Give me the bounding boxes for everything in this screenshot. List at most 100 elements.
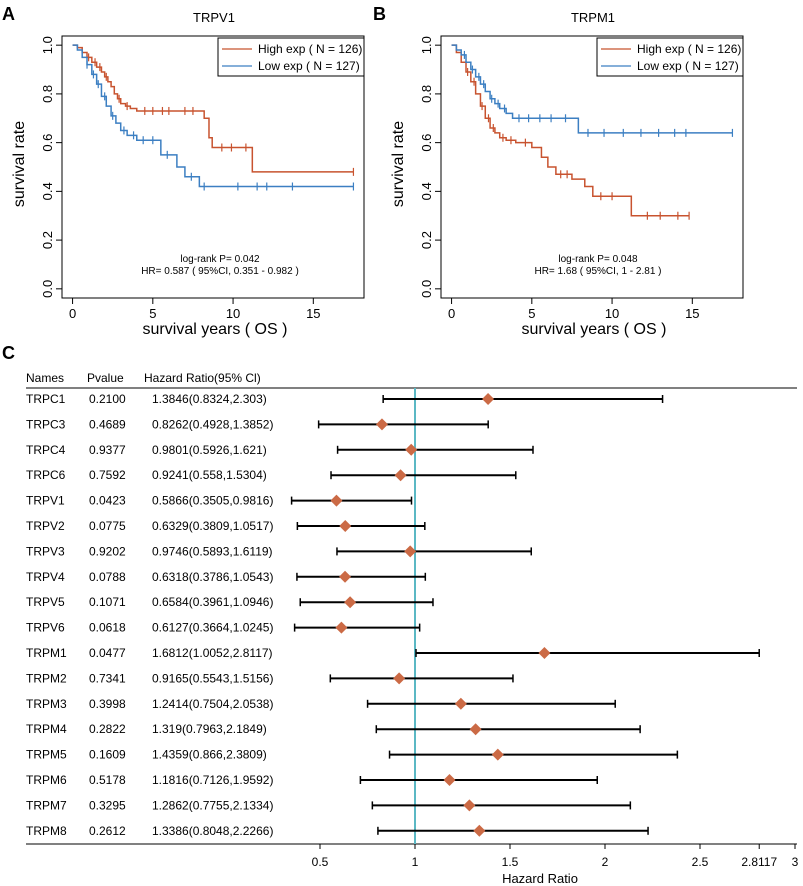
- row-name: TRPM1: [26, 646, 67, 660]
- row-hr-label: 0.9165(0.5543,1.5156): [152, 671, 273, 685]
- hr-diamond: [339, 520, 352, 532]
- forest-x-tick-label: 1: [412, 855, 419, 869]
- row-hr-label: 1.319(0.7963,2.1849): [152, 722, 267, 736]
- forest-x-tick-label: 2.8117: [741, 855, 777, 869]
- row-hr-label: 1.2414(0.7504,2.0538): [152, 697, 273, 711]
- y-tick-label: 0.2: [419, 231, 434, 249]
- row-name: TRPC3: [26, 417, 66, 431]
- row-hr-label: 1.3846(0.8324,2.303): [152, 392, 267, 406]
- forest-row: TRPC3 0.4689 0.8262(0.4928,1.3852): [26, 417, 489, 431]
- hr-diamond: [330, 494, 343, 507]
- hr-diamond: [463, 799, 476, 812]
- hr-diamond: [469, 723, 482, 736]
- forest-row: TRPM8 0.2612 1.3386(0.8048,2.2266): [26, 824, 649, 838]
- row-name: TRPC6: [26, 468, 66, 482]
- row-name: TRPM7: [26, 798, 67, 812]
- forest-row: TRPM1 0.0477 1.6812(1.0052,2.8117): [26, 646, 760, 660]
- forest-row: TRPM3 0.3998 1.2414(0.7504,2.0538): [26, 697, 616, 711]
- hr-diamond: [482, 393, 495, 405]
- panel-b-title: TRPM1: [571, 10, 615, 25]
- panel-a-ylabel: survival rate: [11, 121, 28, 207]
- forest-x-tick-label: 2.5: [692, 855, 709, 869]
- forest-xlabel: Hazard Ratio: [502, 871, 578, 886]
- panel-a-logrank: log-rank P= 0.042: [180, 254, 260, 265]
- panel-a-curves: [72, 44, 355, 191]
- row-pvalue: 0.0477: [89, 646, 126, 660]
- forest-row: TRPV4 0.0788 0.6318(0.3786,1.0543): [26, 570, 427, 584]
- y-tick-label: 0.8: [40, 85, 55, 103]
- row-pvalue: 0.1071: [89, 595, 126, 609]
- panel-a-legend-high: High exp ( N = 126): [258, 42, 362, 56]
- x-tick-label: 5: [149, 306, 156, 321]
- panel-a-hr: HR= 0.587 ( 95%CI, 0.351 - 0.982 ): [141, 266, 299, 277]
- forest-row: TRPM5 0.1609 1.4359(0.866,2.3809): [26, 748, 679, 762]
- panel-a-axes: 0 5 10 15 0.0 0.2 0.4 0.6 0.8 1.0: [40, 36, 321, 321]
- panel-b-legend-box: [596, 37, 744, 77]
- row-pvalue: 0.2612: [89, 824, 126, 838]
- row-name: TRPM8: [26, 824, 67, 838]
- y-tick-label: 1.0: [419, 36, 434, 54]
- forest-rows: TRPC1 0.2100 1.3846(0.8324,2.303) TRPC3 0.46…: [26, 388, 760, 844]
- row-name: TRPV6: [26, 621, 65, 635]
- forest-row: TRPC1 0.2100 1.3846(0.8324,2.303): [26, 392, 664, 406]
- panel-a-legend-box: [217, 37, 365, 77]
- row-pvalue: 0.9377: [89, 443, 126, 457]
- row-pvalue: 0.3998: [89, 697, 126, 711]
- y-tick-label: 0.2: [40, 231, 55, 249]
- row-name: TRPV1: [26, 494, 65, 508]
- row-hr-label: 0.9746(0.5893,1.6119): [152, 544, 273, 558]
- row-name: TRPM5: [26, 748, 67, 762]
- row-hr-label: 0.6318(0.3786,1.0543): [152, 570, 273, 584]
- row-pvalue: 0.0775: [89, 519, 126, 533]
- row-pvalue: 0.2100: [89, 392, 126, 406]
- panel-b-curves: [451, 44, 734, 220]
- row-pvalue: 0.0423: [89, 494, 126, 508]
- row-pvalue: 0.5178: [89, 773, 126, 787]
- y-tick-label: 0.4: [40, 182, 55, 200]
- y-tick-label: 1.0: [40, 36, 55, 54]
- hr-diamond: [538, 647, 551, 659]
- row-pvalue: 0.9202: [89, 544, 126, 558]
- row-pvalue: 0.7592: [89, 468, 126, 482]
- hr-diamond: [335, 621, 348, 634]
- panel-label-a: A: [2, 4, 15, 24]
- row-name: TRPV2: [26, 519, 65, 533]
- panel-b-ylabel: survival rate: [390, 121, 407, 207]
- row-pvalue: 0.3295: [89, 798, 126, 812]
- y-tick-label: 0.8: [419, 85, 434, 103]
- row-pvalue: 0.0788: [89, 570, 126, 584]
- panel-b-plot-frame: [440, 35, 744, 299]
- hr-diamond: [394, 469, 407, 482]
- row-hr-label: 1.4359(0.866,2.3809): [152, 748, 267, 762]
- row-pvalue: 0.4689: [89, 417, 126, 431]
- row-hr-label: 0.9241(0.558,1.5304): [152, 468, 267, 482]
- row-name: TRPC4: [26, 443, 66, 457]
- row-pvalue: 0.2822: [89, 722, 126, 736]
- x-tick-label: 0: [69, 306, 76, 321]
- forest-row: TRPV1 0.0423 0.5866(0.3505,0.9816): [26, 494, 413, 508]
- forest-row: TRPM2 0.7341 0.9165(0.5543,1.5156): [26, 671, 514, 685]
- panel-b-legend-low: Low exp ( N = 127): [637, 59, 739, 73]
- row-hr-label: 1.3386(0.8048,2.2266): [152, 824, 273, 838]
- panel-label-c: C: [2, 343, 15, 363]
- forest-row: TRPC4 0.9377 0.9801(0.5926,1.621): [26, 443, 534, 457]
- forest-x-tick-label: 1.5: [502, 855, 519, 869]
- x-tick-label: 10: [605, 306, 619, 321]
- row-hr-label: 0.6584(0.3961,1.0946): [152, 595, 273, 609]
- panel-c: C Names Pvalue Hazard Ratio(95% Cl) TRPC…: [2, 343, 799, 886]
- hr-diamond: [375, 418, 388, 431]
- hr-diamond: [339, 570, 352, 583]
- forest-header-names: Names: [26, 371, 64, 385]
- row-pvalue: 0.7341: [89, 671, 126, 685]
- x-tick-label: 15: [685, 306, 699, 321]
- x-tick-label: 5: [528, 306, 535, 321]
- forest-header-hazard-ratio: Hazard Ratio(95% Cl): [144, 371, 261, 385]
- row-name: TRPV3: [26, 544, 65, 558]
- row-pvalue: 0.0618: [89, 621, 126, 635]
- row-name: TRPV4: [26, 570, 65, 584]
- row-name: TRPM2: [26, 671, 67, 685]
- row-name: TRPM3: [26, 697, 67, 711]
- hr-diamond: [443, 774, 456, 786]
- panel-b-axes: 0 5 10 15 0.0 0.2 0.4 0.6 0.8 1.0: [419, 36, 700, 321]
